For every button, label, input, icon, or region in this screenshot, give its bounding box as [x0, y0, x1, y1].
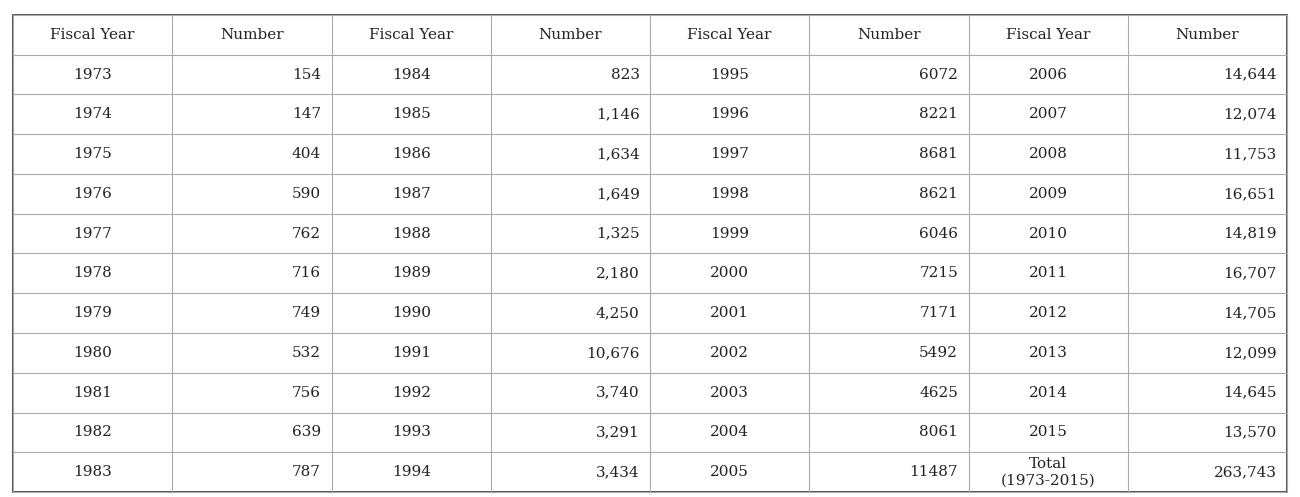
Text: 14,819: 14,819 [1223, 227, 1277, 241]
Text: 2008: 2008 [1028, 147, 1067, 161]
Text: 2014: 2014 [1028, 386, 1067, 400]
Text: 11487: 11487 [910, 465, 958, 479]
Text: 1996: 1996 [710, 107, 749, 121]
Text: 1990: 1990 [391, 306, 430, 320]
Text: 1986: 1986 [391, 147, 430, 161]
Text: 7215: 7215 [919, 266, 958, 280]
Text: 1984: 1984 [391, 68, 430, 82]
Text: 1994: 1994 [391, 465, 430, 479]
Text: Fiscal Year: Fiscal Year [688, 28, 772, 42]
Text: 762: 762 [292, 227, 321, 241]
Text: 4625: 4625 [919, 386, 958, 400]
Text: 1,634: 1,634 [595, 147, 640, 161]
Text: 6072: 6072 [919, 68, 958, 82]
Text: 1982: 1982 [73, 425, 112, 439]
Text: 1976: 1976 [73, 187, 112, 201]
Text: 1987: 1987 [391, 187, 430, 201]
Text: 3,291: 3,291 [595, 425, 640, 439]
Text: 6046: 6046 [919, 227, 958, 241]
Text: 1,146: 1,146 [595, 107, 640, 121]
Text: 2015: 2015 [1028, 425, 1067, 439]
Text: 2,180: 2,180 [595, 266, 640, 280]
Text: 1998: 1998 [710, 187, 749, 201]
Text: 716: 716 [292, 266, 321, 280]
Text: 8061: 8061 [919, 425, 958, 439]
Text: 1988: 1988 [391, 227, 430, 241]
Text: 154: 154 [292, 68, 321, 82]
Text: Number: Number [857, 28, 920, 42]
Text: 1985: 1985 [391, 107, 430, 121]
Text: 1974: 1974 [73, 107, 112, 121]
Text: 2007: 2007 [1028, 107, 1067, 121]
Text: Number: Number [220, 28, 283, 42]
Text: 10,676: 10,676 [586, 346, 640, 360]
Text: 1983: 1983 [73, 465, 112, 479]
Text: 1,649: 1,649 [595, 187, 640, 201]
Text: 147: 147 [292, 107, 321, 121]
Text: 2010: 2010 [1028, 227, 1067, 241]
Text: 2002: 2002 [710, 346, 749, 360]
Text: 1,325: 1,325 [595, 227, 640, 241]
Text: 2000: 2000 [710, 266, 749, 280]
Text: 1995: 1995 [710, 68, 749, 82]
Text: 8681: 8681 [919, 147, 958, 161]
Text: 590: 590 [292, 187, 321, 201]
Text: Number: Number [1175, 28, 1239, 42]
Text: 1993: 1993 [391, 425, 430, 439]
Text: 14,705: 14,705 [1223, 306, 1277, 320]
Text: 1989: 1989 [391, 266, 430, 280]
Text: 2013: 2013 [1028, 346, 1067, 360]
Text: 1979: 1979 [73, 306, 112, 320]
Text: 8221: 8221 [919, 107, 958, 121]
Text: 14,645: 14,645 [1223, 386, 1277, 400]
Text: 2003: 2003 [710, 386, 749, 400]
Text: 1999: 1999 [710, 227, 749, 241]
Text: 3,434: 3,434 [595, 465, 640, 479]
Text: 1977: 1977 [73, 227, 112, 241]
Text: 639: 639 [292, 425, 321, 439]
Text: 823: 823 [611, 68, 640, 82]
Text: 1973: 1973 [73, 68, 112, 82]
Text: 2001: 2001 [710, 306, 749, 320]
Text: 8621: 8621 [919, 187, 958, 201]
Text: 12,074: 12,074 [1223, 107, 1277, 121]
Text: 13,570: 13,570 [1223, 425, 1277, 439]
Text: 16,651: 16,651 [1223, 187, 1277, 201]
Text: 16,707: 16,707 [1223, 266, 1277, 280]
Text: 1978: 1978 [73, 266, 112, 280]
Text: 1975: 1975 [73, 147, 112, 161]
Text: 749: 749 [292, 306, 321, 320]
Text: 2012: 2012 [1028, 306, 1067, 320]
Text: 1991: 1991 [391, 346, 430, 360]
Text: 3,740: 3,740 [595, 386, 640, 400]
Text: 2006: 2006 [1028, 68, 1067, 82]
Text: 1997: 1997 [710, 147, 749, 161]
Text: 2011: 2011 [1028, 266, 1067, 280]
Text: 12,099: 12,099 [1223, 346, 1277, 360]
Text: 1980: 1980 [73, 346, 112, 360]
Text: 5492: 5492 [919, 346, 958, 360]
Text: 404: 404 [291, 147, 321, 161]
Text: Fiscal Year: Fiscal Year [369, 28, 454, 42]
Text: 532: 532 [292, 346, 321, 360]
Text: 4,250: 4,250 [595, 306, 640, 320]
Text: 7171: 7171 [919, 306, 958, 320]
Text: 756: 756 [292, 386, 321, 400]
Text: Fiscal Year: Fiscal Year [51, 28, 135, 42]
Text: 14,644: 14,644 [1223, 68, 1277, 82]
Text: 787: 787 [292, 465, 321, 479]
Text: 2005: 2005 [710, 465, 749, 479]
Text: 2009: 2009 [1028, 187, 1067, 201]
Text: Number: Number [538, 28, 602, 42]
Text: 11,753: 11,753 [1223, 147, 1277, 161]
Text: 2004: 2004 [710, 425, 749, 439]
Text: Fiscal Year: Fiscal Year [1006, 28, 1091, 42]
Text: 1981: 1981 [73, 386, 112, 400]
Text: 263,743: 263,743 [1214, 465, 1277, 479]
Text: 1992: 1992 [391, 386, 430, 400]
Text: Total
(1973-2015): Total (1973-2015) [1001, 457, 1096, 488]
